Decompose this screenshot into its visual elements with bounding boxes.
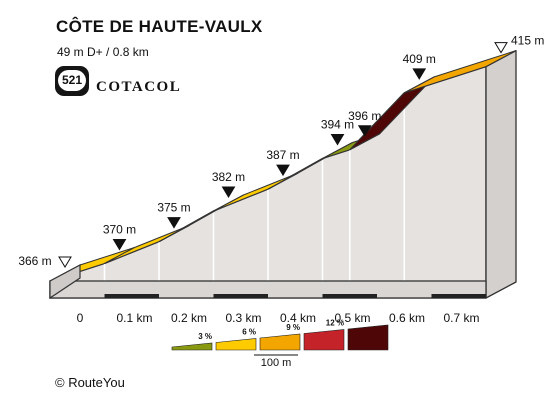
scale-label: 100 m [261, 357, 292, 369]
legend-swatch [171, 342, 213, 351]
altitude-marker [167, 217, 181, 229]
altitude-label: 396 m [348, 109, 381, 123]
legend-label: 6 % [242, 328, 256, 337]
altitude-marker [276, 164, 290, 177]
legend-swatch [303, 329, 345, 351]
legend-label: 12 % [326, 319, 344, 328]
altitude-marker [112, 239, 127, 251]
endpoint-marker [494, 42, 508, 54]
km-scale-block [213, 294, 268, 298]
altitude-marker [357, 125, 372, 137]
km-scale-block [431, 294, 486, 298]
climb-title: CÔTE DE HAUTE-VAULX [56, 17, 263, 36]
legend-swatch [259, 333, 301, 351]
altitude-marker [412, 68, 427, 80]
altitude-label: 366 m [18, 254, 51, 268]
km-tick-label: 0.2 km [171, 311, 207, 325]
endpoint-marker [58, 256, 72, 268]
brand-name: COTACOL [96, 79, 182, 95]
legend-label: 3 % [198, 332, 212, 341]
badge-number: 521 [58, 70, 86, 91]
climb-stats: 49 m D+ / 0.8 km [57, 45, 149, 59]
km-tick-label: 0.3 km [225, 311, 261, 325]
km-tick-label: 0.6 km [389, 311, 425, 325]
altitude-marker [221, 186, 236, 198]
km-tick-label: 0.5 km [334, 311, 370, 325]
copyright: © RouteYou [55, 375, 125, 390]
km-tick-label: 0.1 km [116, 311, 152, 325]
km-tick-label: 0.7 km [443, 311, 479, 325]
km-scale-block [322, 294, 377, 298]
cotacol-badge: 521 [55, 66, 89, 96]
legend-swatch [347, 324, 389, 351]
km-tick-label: 0 [77, 311, 84, 325]
legend-swatch [215, 338, 257, 351]
altitude-label: 370 m [103, 223, 136, 237]
profile-start-face [49, 264, 81, 300]
altitude-label: 382 m [212, 170, 245, 184]
altitude-label: 409 m [403, 52, 436, 66]
gradient-segment [403, 50, 517, 94]
altitude-label: 387 m [266, 148, 299, 162]
altitude-label: 375 m [157, 201, 190, 215]
km-tick-label: 0.4 km [280, 311, 316, 325]
altitude-marker [330, 134, 345, 146]
profile-end-face [485, 49, 517, 299]
altitude-label: 394 m [321, 118, 354, 132]
km-scale-block [104, 294, 159, 298]
altitude-label: 415 m [511, 34, 544, 48]
legend-label: 9 % [286, 323, 300, 332]
